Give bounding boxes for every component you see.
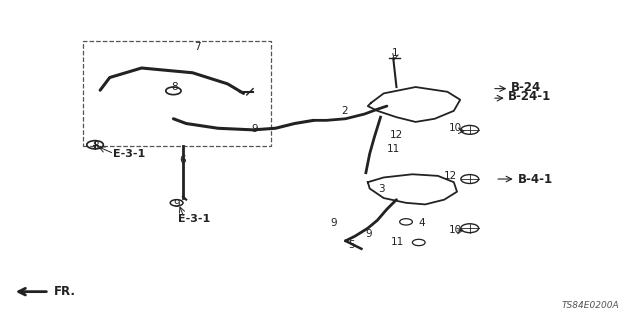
Text: 7: 7	[195, 42, 201, 52]
Text: 9: 9	[331, 218, 337, 228]
Text: 10: 10	[449, 225, 461, 236]
Text: FR.: FR.	[54, 285, 76, 298]
Text: 12: 12	[444, 171, 457, 181]
Text: E-3-1: E-3-1	[178, 214, 210, 224]
Text: 4: 4	[419, 219, 425, 228]
Text: 9: 9	[251, 124, 258, 134]
Text: 5: 5	[349, 240, 355, 250]
Text: 1: 1	[392, 48, 399, 58]
Text: TS84E0200A: TS84E0200A	[562, 301, 620, 310]
Text: B-4-1: B-4-1	[518, 172, 553, 186]
Text: 3: 3	[378, 184, 385, 194]
Text: B-24-1: B-24-1	[508, 90, 551, 103]
Text: 8: 8	[92, 141, 99, 151]
Text: 10: 10	[449, 123, 462, 133]
Text: B-24: B-24	[511, 81, 541, 93]
Text: 9: 9	[173, 199, 180, 209]
Text: 8: 8	[172, 82, 178, 92]
Text: 11: 11	[391, 237, 404, 247]
Bar	[83, 41, 271, 146]
Text: E-3-1: E-3-1	[113, 149, 145, 159]
Text: 9: 9	[365, 228, 372, 239]
Text: 6: 6	[179, 155, 186, 165]
Text: 12: 12	[390, 130, 403, 140]
Text: 11: 11	[387, 144, 401, 154]
Text: 2: 2	[341, 106, 348, 116]
